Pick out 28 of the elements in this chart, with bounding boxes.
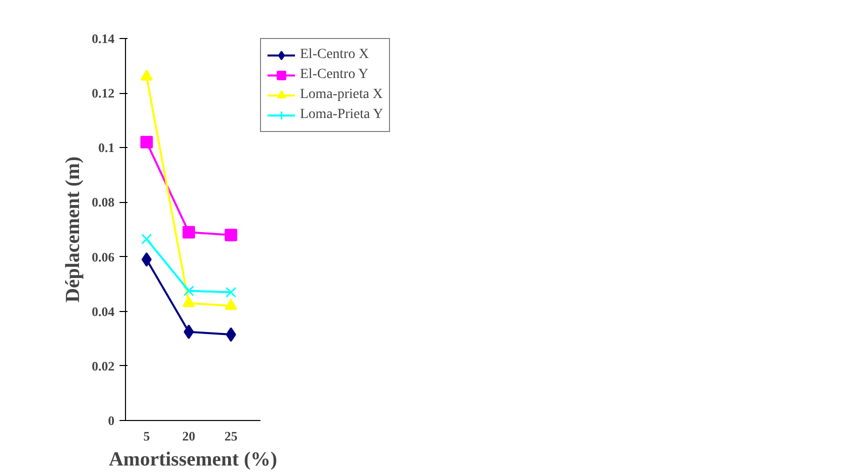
legend-label: El-Centro X [300, 47, 369, 63]
x-tick-label: 5 [143, 428, 150, 444]
point [226, 286, 236, 298]
x-tick-label: 25 [224, 428, 238, 444]
y-tick-label: 0.1 [98, 140, 114, 156]
x-axis-title: Amortissement (%) [108, 448, 278, 470]
point [226, 327, 236, 342]
point [140, 70, 153, 81]
y-tick-label: 0.14 [92, 31, 115, 46]
point [184, 324, 194, 340]
point [142, 252, 152, 267]
point [141, 234, 152, 244]
legend-label: Loma-prieta X [300, 87, 383, 103]
y-tick-label: 0.12 [92, 86, 114, 101]
y-tick-label: 0.02 [92, 358, 114, 374]
legend-label: El-Centro Y [300, 67, 368, 83]
point [182, 296, 196, 308]
x-tick-label: 20 [182, 428, 196, 444]
y-tick-label: 0.06 [92, 249, 115, 264]
point [182, 226, 196, 238]
point [140, 136, 153, 148]
y-tick-label: 0.04 [92, 304, 115, 319]
y-axis-title: Déplacement (m) [62, 156, 84, 303]
point [224, 228, 238, 242]
y-tick-label: 0.08 [92, 194, 115, 210]
y-tick-label: 0 [108, 413, 114, 428]
legend-label: Loma-Prieta Y [300, 107, 384, 123]
point [183, 286, 194, 296]
